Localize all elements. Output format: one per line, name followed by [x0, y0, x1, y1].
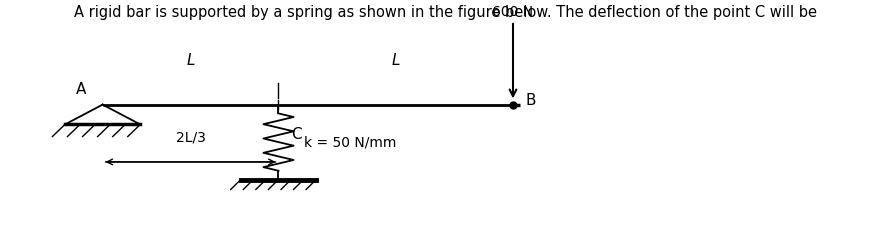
Text: A: A: [76, 82, 86, 97]
Text: 600 N: 600 N: [492, 5, 533, 19]
Text: k = 50 N/mm: k = 50 N/mm: [303, 135, 396, 149]
Text: A rigid bar is supported by a spring as shown in the figure below. The deflectio: A rigid bar is supported by a spring as …: [75, 5, 817, 20]
Text: L: L: [186, 53, 194, 68]
Text: 2L/3: 2L/3: [176, 130, 205, 144]
Text: B: B: [525, 93, 536, 108]
Text: C: C: [291, 127, 301, 142]
Text: L: L: [392, 53, 400, 68]
